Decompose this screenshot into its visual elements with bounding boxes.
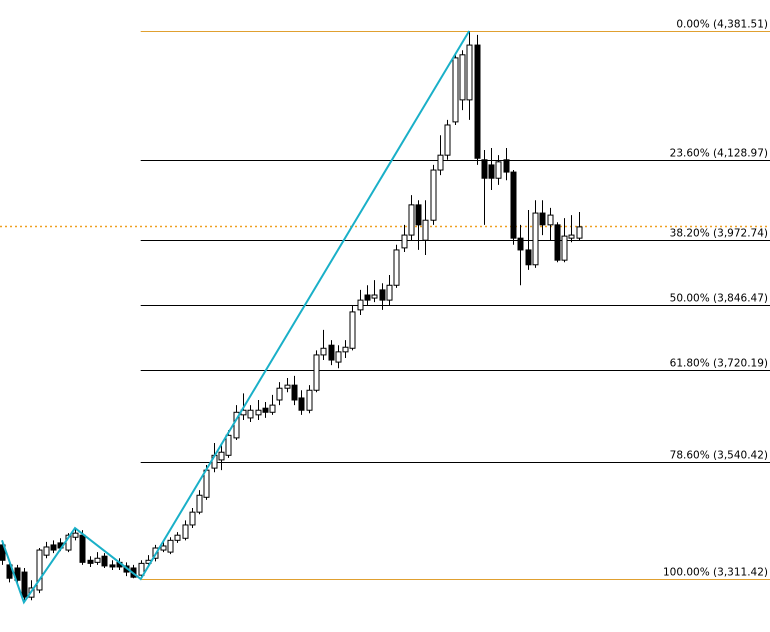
candle-body (138, 562, 145, 576)
candle-body (357, 299, 364, 311)
candle-body (320, 347, 327, 356)
candle-body (94, 557, 101, 563)
candle-body (554, 224, 561, 261)
candle-body (203, 469, 210, 498)
candle-body (342, 346, 349, 353)
candle-body (379, 289, 386, 301)
candle-body (269, 404, 276, 413)
candle-body (532, 212, 539, 266)
candle-body (196, 494, 203, 513)
candle-body (284, 384, 291, 389)
candle-body (349, 311, 356, 349)
candle-body (437, 154, 444, 171)
fib-level-label: 50.00% (3,846.47) (670, 293, 768, 305)
candle-body (182, 524, 189, 539)
candle-body (466, 44, 473, 101)
candle-body (328, 344, 335, 361)
candle-body (459, 54, 466, 101)
candle-body (503, 159, 510, 173)
candle-body (101, 555, 108, 567)
candle-body (160, 545, 167, 551)
fib-level-label: 100.00% (3,311.42) (663, 567, 768, 579)
candle-body (393, 249, 400, 286)
candle-body (547, 214, 554, 226)
zigzag-line (1, 30, 471, 605)
candle-body (568, 234, 575, 239)
candle-body (335, 351, 342, 363)
candle-body (576, 226, 583, 239)
candle-body (291, 384, 298, 401)
fib-level-label: 38.20% (3,972.74) (670, 228, 768, 240)
fib-level-label: 0.00% (4,381.51) (676, 19, 768, 31)
candle-body (415, 204, 422, 226)
candle-body (430, 169, 437, 221)
candle-body (422, 219, 429, 241)
candle-body (408, 204, 415, 236)
fib-level-label: 78.60% (3,540.42) (670, 450, 768, 462)
candle-body (167, 539, 174, 553)
candle-body (306, 389, 313, 411)
candle-body (561, 235, 568, 261)
candle-body (21, 571, 28, 598)
candle-body (517, 237, 524, 251)
candle-body (276, 387, 283, 401)
candle-body (298, 397, 305, 411)
candle-body (0, 544, 6, 561)
candle-body (72, 532, 79, 538)
candle-body (386, 284, 393, 301)
candle-body (189, 511, 196, 526)
candle-body (247, 409, 254, 419)
candle-body (539, 212, 546, 226)
candle-body (43, 546, 50, 556)
candle-body (481, 159, 488, 179)
candle-body (262, 407, 269, 413)
fib-level-label: 23.60% (4,128.97) (670, 148, 768, 160)
candle-body (36, 549, 43, 591)
candle-body (109, 564, 116, 568)
candle-body (79, 534, 86, 563)
candle-body (364, 294, 371, 301)
candle-body (401, 234, 408, 249)
candle-body (255, 409, 262, 416)
candle-body (313, 354, 320, 391)
candle-body (525, 249, 532, 266)
candle-body (225, 434, 232, 456)
candle-body (495, 161, 502, 179)
candle-body (444, 124, 451, 156)
candle-body (474, 44, 481, 159)
candle-body (488, 164, 495, 179)
candle-body (174, 534, 181, 541)
candle-body (218, 451, 225, 461)
candle-body (371, 294, 378, 299)
candle-body (510, 171, 517, 239)
candle-body (50, 544, 57, 551)
candle-body (452, 57, 459, 123)
fib-level-label: 61.80% (3,720.19) (670, 358, 768, 370)
candle-body (87, 559, 94, 564)
